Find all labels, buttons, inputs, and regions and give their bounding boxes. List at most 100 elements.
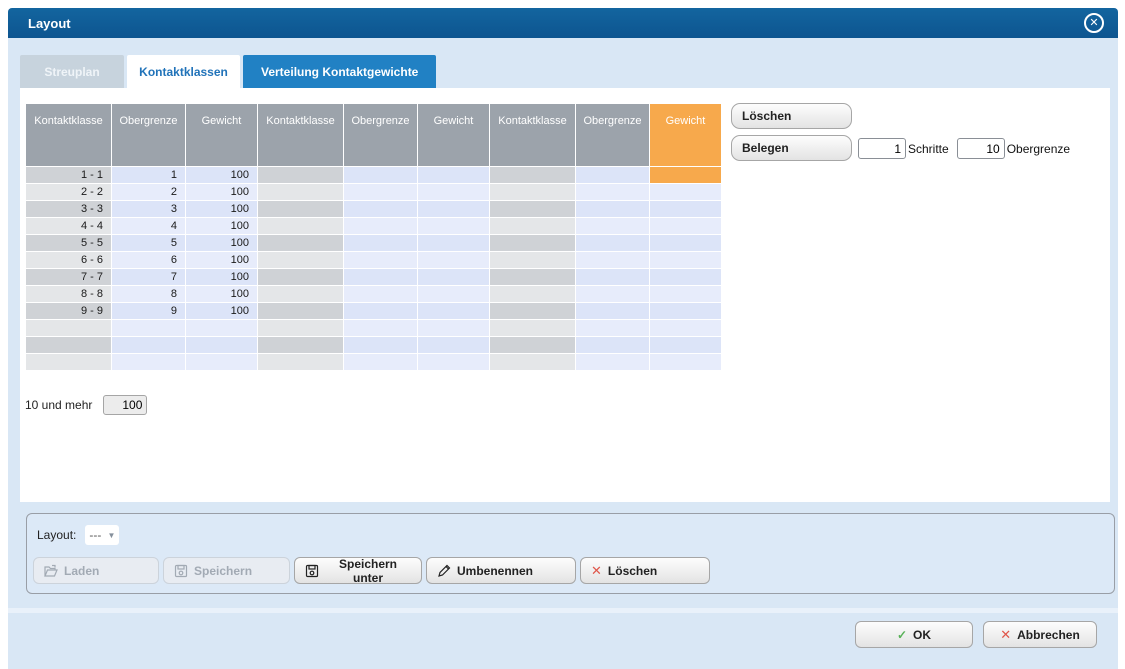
belegen-button[interactable]: Belegen bbox=[731, 135, 852, 161]
value-cell[interactable] bbox=[576, 252, 649, 268]
kontaktklasse-cell bbox=[490, 184, 575, 200]
value-cell[interactable] bbox=[650, 337, 721, 353]
value-cell[interactable] bbox=[650, 235, 721, 251]
value-cell[interactable] bbox=[650, 303, 721, 319]
value-cell[interactable] bbox=[344, 252, 417, 268]
dialog-title: Layout bbox=[28, 16, 71, 31]
value-cell[interactable] bbox=[650, 201, 721, 217]
value-cell[interactable] bbox=[418, 252, 489, 268]
value-cell[interactable] bbox=[186, 354, 257, 370]
value-cell[interactable]: 6 bbox=[112, 252, 185, 268]
value-cell[interactable] bbox=[112, 337, 185, 353]
umbenennen-button[interactable]: Umbenennen bbox=[426, 557, 576, 584]
value-cell[interactable] bbox=[418, 235, 489, 251]
value-cell[interactable]: 100 bbox=[186, 286, 257, 302]
value-cell[interactable] bbox=[418, 320, 489, 336]
value-cell[interactable] bbox=[344, 167, 417, 183]
value-cell[interactable] bbox=[344, 354, 417, 370]
tab-verteilung-kontaktgewichte[interactable]: Verteilung Kontaktgewichte bbox=[243, 55, 436, 88]
value-cell[interactable]: 100 bbox=[186, 303, 257, 319]
value-cell[interactable] bbox=[576, 235, 649, 251]
value-cell[interactable] bbox=[650, 167, 721, 183]
value-cell[interactable]: 5 bbox=[112, 235, 185, 251]
value-cell[interactable]: 2 bbox=[112, 184, 185, 200]
value-cell[interactable] bbox=[576, 167, 649, 183]
value-cell[interactable] bbox=[344, 269, 417, 285]
obergrenze-input[interactable] bbox=[957, 138, 1005, 159]
value-cell[interactable] bbox=[418, 269, 489, 285]
value-cell[interactable] bbox=[576, 218, 649, 234]
value-cell[interactable] bbox=[650, 252, 721, 268]
value-cell[interactable] bbox=[650, 184, 721, 200]
value-cell[interactable]: 1 bbox=[112, 167, 185, 183]
loeschen-button[interactable]: Löschen bbox=[731, 103, 852, 129]
kontaktklasse-cell bbox=[258, 354, 343, 370]
value-cell[interactable] bbox=[650, 286, 721, 302]
value-cell[interactable] bbox=[650, 218, 721, 234]
value-cell[interactable] bbox=[112, 354, 185, 370]
value-cell[interactable] bbox=[576, 201, 649, 217]
value-cell[interactable] bbox=[344, 218, 417, 234]
kontaktklasse-cell bbox=[258, 269, 343, 285]
speichern-unter-button[interactable]: Speichern unter bbox=[294, 557, 422, 584]
kontaktklasse-cell bbox=[258, 235, 343, 251]
value-cell[interactable] bbox=[576, 354, 649, 370]
value-cell[interactable] bbox=[576, 337, 649, 353]
value-cell[interactable] bbox=[576, 184, 649, 200]
layout-loeschen-button[interactable]: ✕ Löschen bbox=[580, 557, 710, 584]
column-header: Gewicht bbox=[650, 104, 721, 166]
table-body: 1 - 111002 - 221003 - 331004 - 441005 - … bbox=[26, 167, 721, 370]
value-cell[interactable] bbox=[418, 184, 489, 200]
value-cell[interactable]: 100 bbox=[186, 269, 257, 285]
value-cell[interactable] bbox=[186, 337, 257, 353]
column-header: Obergrenze bbox=[576, 104, 649, 166]
laden-button-label: Laden bbox=[64, 564, 99, 578]
value-cell[interactable] bbox=[418, 303, 489, 319]
value-cell[interactable] bbox=[344, 286, 417, 302]
value-cell[interactable] bbox=[576, 286, 649, 302]
value-cell[interactable]: 100 bbox=[186, 252, 257, 268]
value-cell[interactable] bbox=[344, 303, 417, 319]
value-cell[interactable] bbox=[650, 269, 721, 285]
kontaktklasse-cell bbox=[490, 218, 575, 234]
value-cell[interactable]: 3 bbox=[112, 201, 185, 217]
close-icon[interactable]: ✕ bbox=[1084, 13, 1104, 33]
abbrechen-button[interactable]: ✕ Abbrechen bbox=[983, 621, 1097, 648]
layout-dropdown[interactable]: --- ▼ bbox=[85, 525, 119, 545]
value-cell[interactable] bbox=[186, 320, 257, 336]
value-cell[interactable]: 100 bbox=[186, 201, 257, 217]
value-cell[interactable]: 100 bbox=[186, 218, 257, 234]
value-cell[interactable]: 4 bbox=[112, 218, 185, 234]
value-cell[interactable] bbox=[576, 269, 649, 285]
value-cell[interactable]: 7 bbox=[112, 269, 185, 285]
value-cell[interactable] bbox=[112, 320, 185, 336]
value-cell[interactable] bbox=[418, 167, 489, 183]
value-cell[interactable] bbox=[418, 337, 489, 353]
value-cell[interactable]: 100 bbox=[186, 235, 257, 251]
value-cell[interactable] bbox=[344, 320, 417, 336]
ten-and-more-input[interactable] bbox=[103, 395, 147, 415]
kontaktklasse-cell bbox=[258, 303, 343, 319]
schritte-label: Schritte bbox=[908, 142, 949, 156]
tab-kontaktklassen[interactable]: Kontaktklassen bbox=[127, 55, 240, 88]
value-cell[interactable] bbox=[344, 337, 417, 353]
value-cell[interactable]: 9 bbox=[112, 303, 185, 319]
value-cell[interactable] bbox=[418, 201, 489, 217]
value-cell[interactable] bbox=[418, 286, 489, 302]
value-cell[interactable] bbox=[650, 354, 721, 370]
schritte-input[interactable] bbox=[858, 138, 906, 159]
value-cell[interactable] bbox=[418, 218, 489, 234]
ok-button[interactable]: ✓ OK bbox=[855, 621, 973, 648]
value-cell[interactable]: 8 bbox=[112, 286, 185, 302]
value-cell[interactable] bbox=[576, 320, 649, 336]
value-cell[interactable]: 100 bbox=[186, 184, 257, 200]
value-cell[interactable]: 100 bbox=[186, 167, 257, 183]
table-header-row: KontaktklasseObergrenzeGewichtKontaktkla… bbox=[26, 104, 721, 166]
value-cell[interactable] bbox=[650, 320, 721, 336]
value-cell[interactable] bbox=[576, 303, 649, 319]
value-cell[interactable] bbox=[344, 201, 417, 217]
value-cell[interactable] bbox=[344, 184, 417, 200]
value-cell[interactable] bbox=[418, 354, 489, 370]
layout-dropdown-value: --- bbox=[89, 528, 101, 542]
value-cell[interactable] bbox=[344, 235, 417, 251]
